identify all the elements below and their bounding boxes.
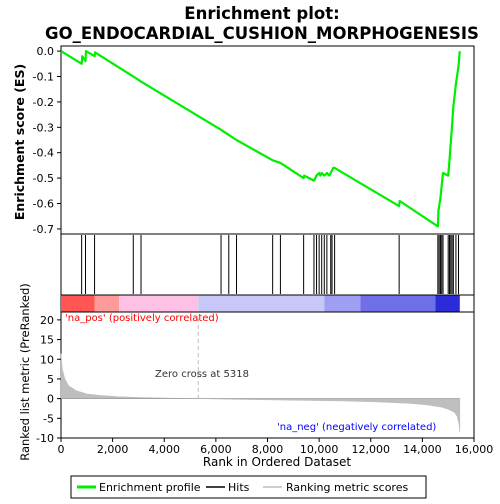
x-tick-label: 0 (58, 443, 65, 456)
x-tick-label: 16,000 (455, 443, 494, 456)
zero-cross-label: Zero cross at 5318 (155, 369, 249, 380)
x-tick-label: 14,000 (403, 443, 442, 456)
rank-y-tick-label: -10 (36, 432, 54, 445)
x-tick-label: 6,000 (200, 443, 232, 456)
heatmap-band-4 (324, 295, 361, 312)
es-y-axis-label: Enrichment score (ES) (12, 64, 27, 220)
legend-metric-label: Ranking metric scores (286, 481, 408, 494)
es-y-tick-label: -0.6 (33, 198, 54, 211)
es-y-tick-label: -0.2 (33, 96, 54, 109)
es-y-tick-label: 0.0 (37, 45, 55, 58)
es-y-tick-label: -0.3 (33, 121, 54, 134)
chart-title-line2: GO_ENDOCARDIAL_CUSHION_MORPHOGENESIS (45, 24, 479, 43)
chart-title-line1: Enrichment plot: (184, 4, 339, 23)
heatmap-band-1 (94, 295, 120, 312)
heatmap-band-5 (360, 295, 436, 312)
x-axis-label: Rank in Ordered Dataset (203, 455, 351, 469)
rank-y-tick-label: 10 (40, 353, 54, 366)
rank-y-tick-label: 5 (47, 373, 54, 386)
x-tick-label: 12,000 (352, 443, 391, 456)
heatmap-band-2 (119, 295, 199, 312)
rank-y-tick-label: -5 (43, 412, 54, 425)
axes: 0.0-0.1-0.2-0.3-0.4-0.5-0.6-0.720151050-… (33, 45, 494, 456)
rank-y-axis-label: Ranked list metric (PreRanked) (18, 283, 32, 461)
rank-panel-frame (60, 311, 475, 439)
es-y-tick-label: -0.1 (33, 70, 54, 83)
es-panel-frame (60, 45, 475, 235)
hits-panel-frame (60, 233, 475, 296)
rank-y-tick-label: 20 (40, 314, 54, 327)
rank-y-tick-label: 15 (40, 334, 54, 347)
heatmap-band-3 (198, 295, 325, 312)
neg-correlated-label: 'na_neg' (negatively correlated) (277, 422, 436, 433)
pos-correlated-label: 'na_pos' (positively correlated) (65, 313, 219, 324)
ranking-metric-area (60, 318, 461, 433)
heatmap-band-0 (61, 295, 95, 312)
es-series-line (60, 49, 461, 228)
hit-marks (81, 235, 460, 294)
legend-hits-label: Hits (228, 481, 250, 494)
x-tick-label: 2,000 (97, 443, 129, 456)
x-tick-label: 4,000 (149, 443, 181, 456)
es-y-tick-label: -0.4 (33, 147, 54, 160)
heatmap-band-6 (435, 295, 460, 312)
rank-heatmap (61, 295, 460, 312)
x-tick-label: 10,000 (300, 443, 339, 456)
legend-es-label: Enrichment profile (99, 481, 201, 494)
es-y-tick-label: -0.7 (33, 223, 54, 236)
es-y-tick-label: -0.5 (33, 172, 54, 185)
legend-box (70, 475, 427, 499)
x-tick-label: 8,000 (252, 443, 284, 456)
ranking-metric-fill (60, 353, 461, 433)
rank-y-tick-label: 0 (47, 393, 54, 406)
enrichment-profile-line (60, 49, 461, 228)
